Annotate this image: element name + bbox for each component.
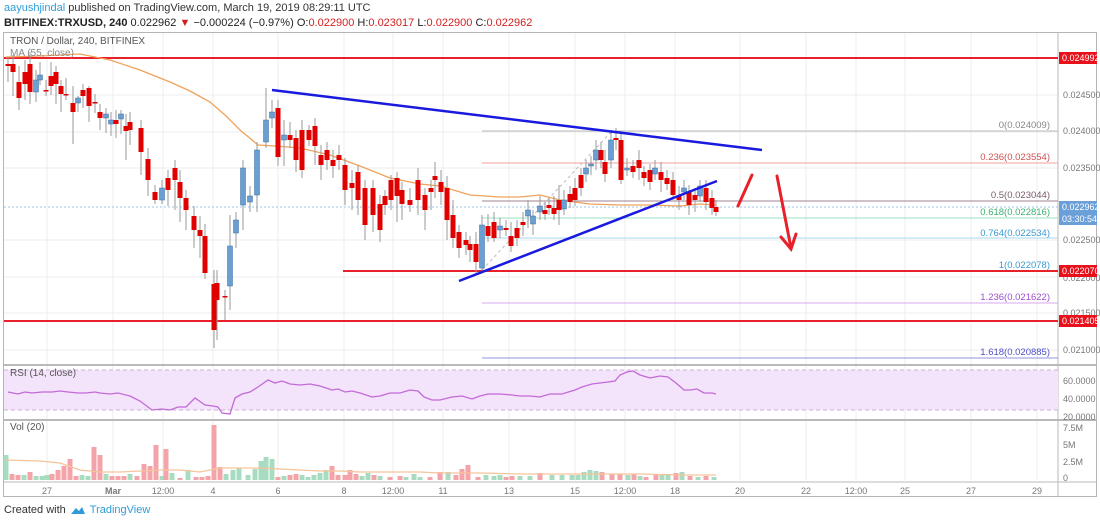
tradingview-logo-icon (70, 507, 85, 514)
close-label: C: (475, 17, 487, 29)
price-change: −0.000224 (−0.97%) (193, 17, 294, 29)
countdown-tag (1059, 213, 1097, 225)
created-with-text: Created with (4, 504, 66, 516)
high-label: H: (357, 17, 369, 29)
down-arrow-icon: ▼ (179, 17, 191, 29)
time-axis[interactable]: 27 Mar 12:00 4 6 8 12:00 11 13 15 12:00 18 20 22 12:00… (42, 486, 1042, 496)
author-link[interactable]: aayushjindal (4, 2, 66, 14)
support-price-label-1: 0.022070 (1062, 266, 1100, 276)
svg-text:29: 29 (1032, 486, 1042, 496)
support-price-label-2: 0.021405 (1062, 316, 1100, 326)
current-price-label: 0.022962 (1062, 202, 1100, 212)
svg-text:0.618(0.022816): 0.618(0.022816) (980, 207, 1050, 218)
rsi-legend: RSI (14, close) (10, 368, 77, 379)
svg-text:5M: 5M (1063, 440, 1076, 450)
current-price-tag (1059, 201, 1097, 213)
grid (4, 33, 1058, 480)
svg-text:6: 6 (275, 486, 280, 496)
rsi-line (7, 370, 717, 415)
svg-text:1.618(0.020885): 1.618(0.020885) (980, 347, 1050, 358)
svg-text:0(0.024009): 0(0.024009) (999, 120, 1050, 131)
svg-text:0.021000: 0.021000 (1063, 345, 1100, 355)
svg-text:12:00: 12:00 (614, 486, 637, 496)
volume-ma-line (5, 459, 716, 476)
svg-text:4: 4 (210, 486, 215, 496)
fib-labels: 0(0.024009) 0.236(0.023554) 0.5(0.023044… (980, 120, 1050, 358)
tradingview-brand-link[interactable]: TradingView (89, 504, 151, 516)
svg-text:27: 27 (966, 486, 976, 496)
svg-text:1.236(0.021622): 1.236(0.021622) (980, 292, 1050, 303)
svg-text:0.022500: 0.022500 (1063, 235, 1100, 245)
svg-text:1(0.022078): 1(0.022078) (999, 260, 1050, 271)
svg-text:11: 11 (438, 486, 447, 496)
ma-legend: MA (55, close) (10, 48, 74, 59)
svg-text:13: 13 (504, 486, 514, 496)
svg-text:18: 18 (670, 486, 680, 496)
symbol-info: BITFINEX:TRXUSD, 240 0.022962 ▼ −0.00022… (4, 17, 532, 29)
svg-text:0: 0 (1063, 473, 1068, 483)
support-price-tag-2 (1059, 315, 1097, 327)
svg-text:0.021500: 0.021500 (1063, 308, 1100, 318)
open-label: O: (296, 17, 309, 29)
resistance-price-label: 0.024992 (1062, 53, 1100, 63)
svg-text:0.236(0.023554): 0.236(0.023554) (980, 152, 1050, 163)
fibonacci-retracement[interactable] (481, 130, 1058, 359)
svg-text:40.0000: 40.0000 (1063, 394, 1096, 404)
resistance-price-tag (1059, 52, 1097, 64)
chart-title: TRON / Dollar, 240, BITFINEX (10, 36, 146, 47)
svg-text:15: 15 (570, 486, 580, 496)
forecast-arrow-icon (736, 173, 798, 253)
svg-text:7.5M: 7.5M (1063, 423, 1083, 433)
svg-text:12:00: 12:00 (382, 486, 405, 496)
countdown-label: 03:30:54 (1062, 214, 1097, 224)
low-label: L: (417, 17, 427, 29)
close-value: 0.022962 (486, 17, 533, 29)
symbol: BITFINEX:TRXUSD, 240 (4, 17, 128, 29)
publish-info: aayushjindal published on TradingView.co… (4, 2, 371, 14)
footer: Created with TradingView (4, 504, 150, 516)
price-axis[interactable]: 0.024500 0.024000 0.023500 0.022500 0.02… (1063, 90, 1100, 483)
svg-text:0.023500: 0.023500 (1063, 163, 1100, 173)
svg-text:20: 20 (735, 486, 745, 496)
support-price-tag-1 (1059, 265, 1097, 277)
ma-line (5, 53, 717, 207)
descending-trendline[interactable] (271, 88, 763, 152)
svg-text:60.0000: 60.0000 (1063, 376, 1096, 386)
low-value: 0.022900 (426, 17, 473, 29)
svg-text:0.5(0.023044): 0.5(0.023044) (991, 190, 1050, 201)
svg-text:0.022000: 0.022000 (1063, 273, 1100, 283)
last-price: 0.022962 (130, 17, 177, 29)
open-value: 0.022900 (308, 17, 355, 29)
svg-text:0.764(0.022534): 0.764(0.022534) (980, 228, 1050, 239)
svg-text:27: 27 (42, 486, 52, 496)
svg-text:0.024500: 0.024500 (1063, 90, 1100, 100)
published-text: published on TradingView.com, March 19, … (65, 2, 371, 14)
ascending-trendline[interactable] (458, 179, 718, 283)
svg-text:25: 25 (900, 486, 910, 496)
svg-text:8: 8 (341, 486, 346, 496)
high-value: 0.023017 (368, 17, 415, 29)
svg-text:Mar: Mar (105, 486, 122, 496)
rsi-band (4, 370, 1058, 410)
svg-text:0.024000: 0.024000 (1063, 126, 1100, 136)
svg-text:20.0000: 20.0000 (1063, 412, 1096, 422)
svg-text:12:00: 12:00 (845, 486, 868, 496)
candlesticks (5, 52, 719, 348)
svg-text:2.5M: 2.5M (1063, 457, 1083, 467)
volume-legend: Vol (20) (10, 422, 45, 433)
svg-text:22: 22 (801, 486, 811, 496)
svg-text:12:00: 12:00 (152, 486, 175, 496)
